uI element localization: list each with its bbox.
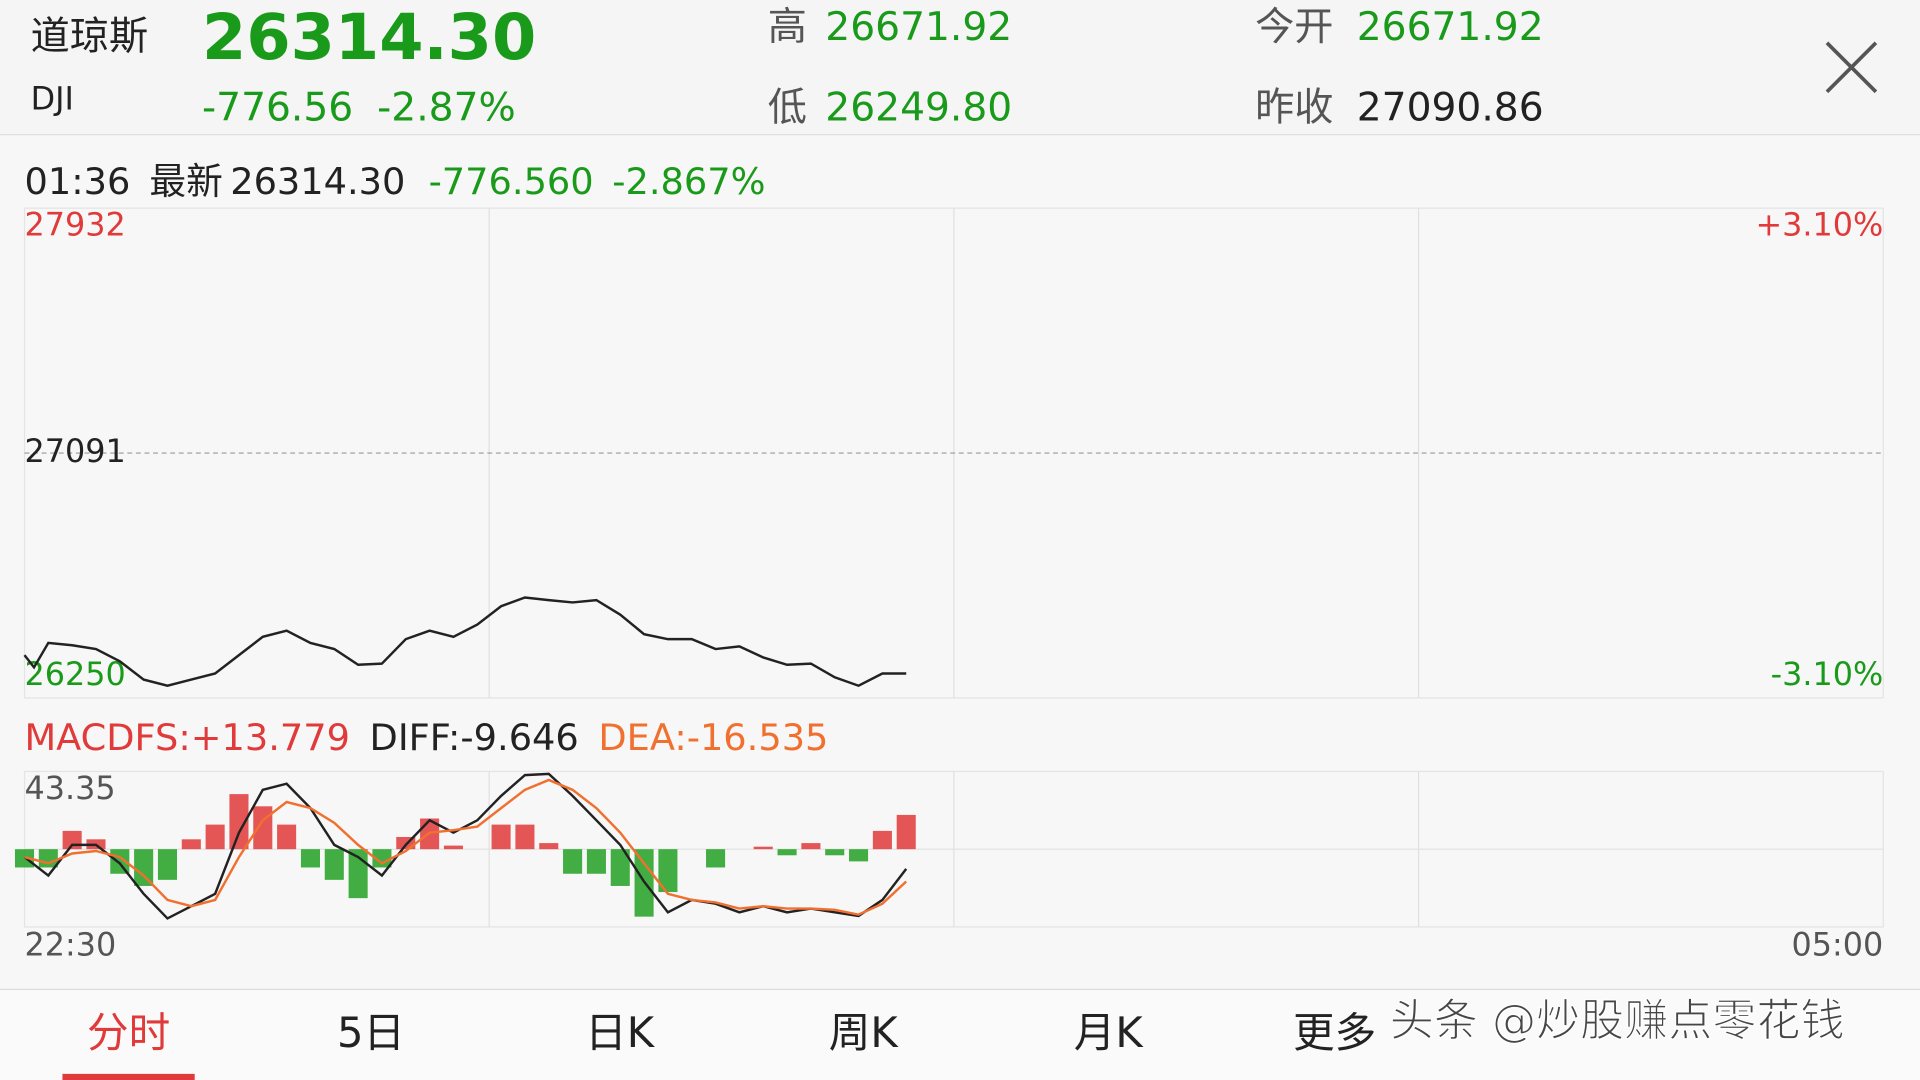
macd-bar	[324, 849, 344, 880]
y-tick-label: 27932	[24, 206, 125, 244]
close-button[interactable]	[1812, 31, 1888, 104]
y-tick-label: 26250	[24, 655, 125, 693]
price-line	[23, 596, 907, 688]
macd-bar	[515, 824, 535, 850]
macd-bar	[253, 806, 273, 850]
prev-close: 27090.86	[1357, 86, 1544, 131]
macd-bar	[229, 794, 249, 850]
macd-bar	[372, 849, 392, 868]
info-latest-label: 最新	[149, 160, 222, 203]
macd-bar	[706, 849, 726, 868]
macd-bar	[610, 849, 630, 886]
high-label: 高	[768, 5, 807, 50]
macd-bar	[777, 849, 797, 856]
open-label: 今开	[1255, 5, 1333, 50]
info-time: 01:36	[24, 160, 130, 203]
macd-bar	[157, 849, 178, 880]
header-bg	[0, 0, 1920, 135]
macd-line	[23, 772, 908, 920]
tab[interactable]: 周K	[829, 1008, 900, 1057]
change-pct: -2.87%	[377, 86, 516, 131]
tab[interactable]: 5日	[337, 1008, 405, 1057]
tab-indicator	[62, 1073, 195, 1080]
x-tick-label: 22:30	[24, 926, 116, 964]
price: 26314.30	[202, 1, 536, 75]
tab[interactable]: 日K	[585, 1008, 656, 1057]
macd-bar	[586, 849, 606, 874]
macd-bar	[205, 824, 225, 850]
pct-label: +3.10%	[1755, 206, 1883, 244]
tab[interactable]: 更多	[1293, 1008, 1376, 1057]
low: 26249.80	[825, 86, 1012, 131]
macd-bar	[539, 843, 559, 850]
macd-bar	[38, 849, 58, 868]
legend-entry: MACDFS:+13.779	[24, 716, 349, 759]
macd-bar	[134, 849, 154, 886]
tab-bar	[0, 990, 1920, 1080]
y-tick-label: 43.35	[24, 769, 115, 807]
close-icon	[1825, 41, 1878, 94]
tab[interactable]: 分时	[87, 1008, 170, 1057]
prev-close-label: 昨收	[1255, 86, 1333, 131]
macd-bar	[896, 814, 916, 850]
low-label: 低	[768, 86, 807, 131]
macd-line	[24, 778, 908, 916]
watermark: 头条 @炒股赚点零花钱	[1390, 996, 1845, 1047]
macd-bar	[872, 830, 892, 850]
open: 26671.92	[1357, 5, 1544, 50]
index-code: DJI	[31, 79, 74, 117]
legend-entry: DIFF:-9.646	[370, 716, 579, 759]
macd-bar	[181, 839, 201, 850]
macd-bar	[300, 849, 320, 868]
info-latest: 26314.30	[230, 160, 405, 203]
macd-bar	[753, 846, 773, 850]
macd-bar	[563, 849, 583, 874]
y-tick-label: 27091	[24, 432, 125, 470]
x-tick-label: 05:00	[1792, 926, 1884, 964]
legend-entry: DEA:-16.535	[598, 716, 828, 759]
high: 26671.92	[825, 5, 1012, 50]
change: -776.56	[202, 86, 353, 131]
info-change: -776.560	[429, 160, 594, 203]
macd-bar	[825, 849, 845, 856]
info-change-pct: -2.867%	[612, 160, 765, 203]
macd-bar	[443, 845, 463, 850]
macd-bar	[277, 824, 297, 850]
index-name: 道琼斯	[31, 15, 149, 60]
tab[interactable]: 月K	[1074, 1008, 1145, 1057]
macd-bar	[849, 849, 869, 862]
pct-label: -3.10%	[1771, 655, 1884, 693]
macd-bar	[658, 849, 678, 893]
macd-bar	[491, 824, 511, 850]
macd-bar	[801, 843, 821, 850]
